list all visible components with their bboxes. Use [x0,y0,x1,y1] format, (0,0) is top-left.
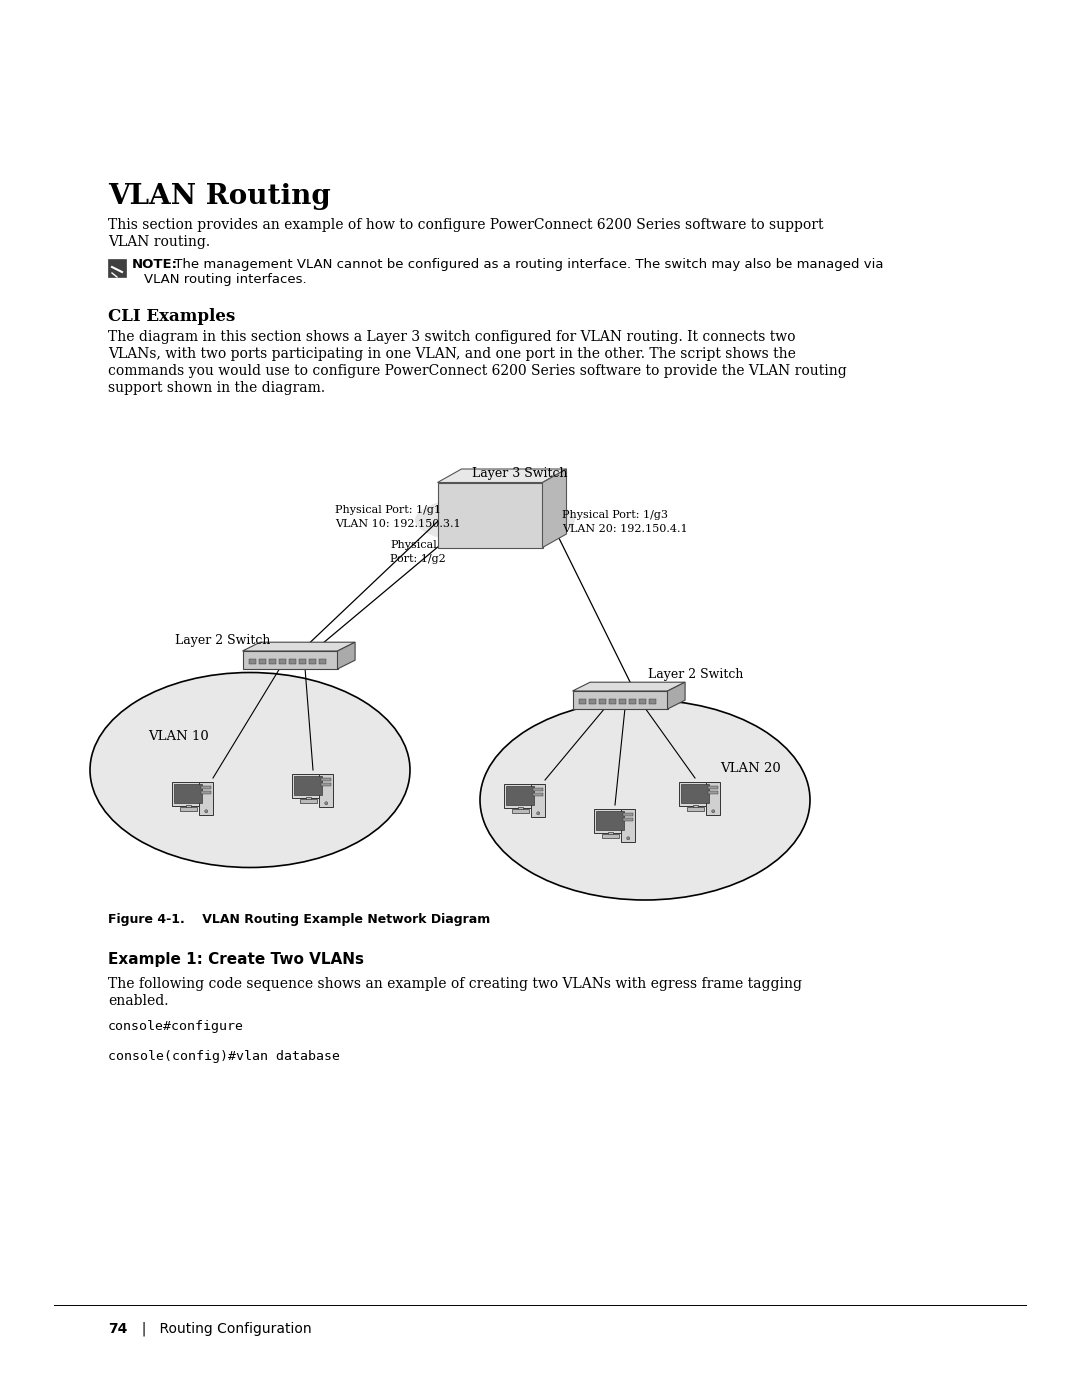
Bar [298,659,306,664]
Bar [288,659,296,664]
Text: This section provides an example of how to configure PowerConnect 6200 Series so: This section provides an example of how … [108,218,824,232]
Circle shape [712,810,715,813]
Text: 74: 74 [108,1322,127,1336]
Polygon shape [572,692,667,710]
Bar [294,777,322,795]
Bar [708,787,718,789]
Text: Layer 2 Switch: Layer 2 Switch [648,668,743,680]
Text: |   Routing Configuration: | Routing Configuration [133,1322,312,1337]
Text: Physical Port: 1/g3
VLAN 20: 192.150.4.1: Physical Port: 1/g3 VLAN 20: 192.150.4.1 [562,510,688,534]
Bar [279,659,285,664]
Text: VLAN routing interfaces.: VLAN routing interfaces. [144,272,307,286]
Ellipse shape [480,700,810,900]
Bar [309,659,315,664]
Text: Figure 4-1.    VLAN Routing Example Network Diagram: Figure 4-1. VLAN Routing Example Network… [108,914,490,926]
Text: Layer 2 Switch: Layer 2 Switch [175,634,270,647]
Text: VLAN 20: VLAN 20 [720,761,781,775]
Text: support shown in the diagram.: support shown in the diagram. [108,381,325,395]
Text: commands you would use to configure PowerConnect 6200 Series software to provide: commands you would use to configure Powe… [108,365,847,379]
Polygon shape [292,774,325,798]
FancyBboxPatch shape [108,258,126,277]
Bar [187,805,191,807]
Polygon shape [542,469,567,548]
Circle shape [626,837,630,840]
Text: NOTE:: NOTE: [132,258,178,271]
Text: The management VLAN cannot be configured as a routing interface. The switch may : The management VLAN cannot be configured… [170,258,883,271]
Bar [518,806,523,810]
Bar [693,805,698,807]
Text: Example 1: Create Two VLANs: Example 1: Create Two VLANs [108,951,364,967]
Text: Physical
Port: 1/g2: Physical Port: 1/g2 [390,541,446,564]
Text: VLAN Routing: VLAN Routing [108,183,330,210]
Bar [300,799,318,803]
Bar [598,698,606,704]
Text: VLAN 10: VLAN 10 [148,731,208,743]
Bar [201,787,212,789]
Text: The diagram in this section shows a Layer 3 switch configured for VLAN routing. : The diagram in this section shows a Laye… [108,330,796,344]
Text: The following code sequence shows an example of creating two VLANs with egress f: The following code sequence shows an exa… [108,977,802,990]
Bar [608,831,612,835]
Bar [534,793,543,796]
Polygon shape [594,809,626,833]
Text: enabled.: enabled. [108,995,168,1009]
Bar [319,659,325,664]
Text: VLAN routing.: VLAN routing. [108,235,211,249]
Polygon shape [437,469,567,482]
Bar [199,781,214,814]
Bar [681,784,708,803]
Bar [623,813,633,816]
Bar [201,791,212,793]
Text: console#configure: console#configure [108,1020,244,1032]
Polygon shape [337,643,355,669]
Bar [319,774,334,806]
Bar [623,817,633,821]
Polygon shape [243,643,355,651]
Polygon shape [243,651,337,669]
Text: CLI Examples: CLI Examples [108,307,235,326]
Bar [180,807,198,812]
Bar [638,698,646,704]
Ellipse shape [90,672,410,868]
Polygon shape [667,682,685,710]
Text: console(config)#vlan database: console(config)#vlan database [108,1051,340,1063]
Bar [534,788,543,791]
Bar [307,796,311,800]
Polygon shape [678,781,712,806]
Bar [596,812,624,830]
Polygon shape [572,682,685,692]
Bar [619,698,625,704]
Bar [322,782,332,787]
Bar [687,807,704,812]
Bar [322,778,332,781]
Text: VLANs, with two ports participating in one VLAN, and one port in the other. The : VLANs, with two ports participating in o… [108,346,796,360]
Bar [258,659,266,664]
Bar [629,698,635,704]
Bar [269,659,275,664]
Bar [507,787,534,805]
Bar [708,791,718,793]
Bar [174,784,202,803]
Ellipse shape [415,495,575,545]
Circle shape [205,810,207,813]
Bar [531,784,545,817]
Polygon shape [503,784,537,807]
Bar [648,698,656,704]
Bar [579,698,585,704]
Polygon shape [437,482,542,548]
Text: Layer 3 Switch: Layer 3 Switch [472,467,568,481]
Bar [512,809,529,813]
Bar [589,698,595,704]
Bar [621,809,635,841]
Circle shape [325,802,328,805]
Bar [248,659,256,664]
Bar [602,834,620,838]
Polygon shape [172,781,204,806]
Circle shape [537,812,540,814]
Text: Physical Port: 1/g1
VLAN 10: 192.150.3.1: Physical Port: 1/g1 VLAN 10: 192.150.3.1 [335,504,461,529]
Bar [608,698,616,704]
Bar [706,781,720,814]
